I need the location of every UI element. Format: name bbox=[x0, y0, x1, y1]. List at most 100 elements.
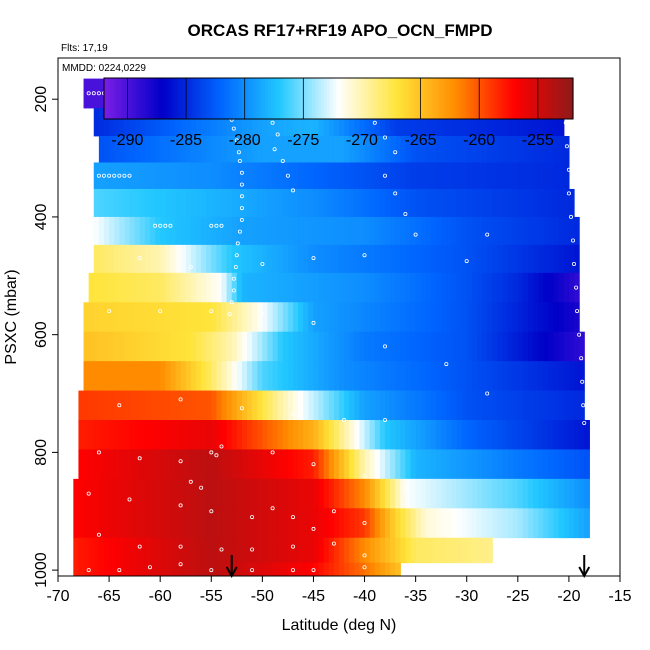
heatmap-cell bbox=[114, 188, 120, 218]
heatmap-cell bbox=[400, 216, 407, 246]
sample-point bbox=[107, 173, 112, 178]
heatmap-cell bbox=[405, 216, 412, 246]
heatmap-cell bbox=[114, 478, 120, 509]
heatmap-cell bbox=[446, 508, 452, 539]
heatmap-cell bbox=[185, 537, 192, 564]
heatmap-cell bbox=[293, 420, 299, 450]
sample-point bbox=[219, 547, 224, 552]
colorbar-segment bbox=[124, 78, 129, 119]
heatmap-cell bbox=[241, 537, 248, 564]
heatmap-cell bbox=[195, 302, 202, 333]
heatmap-cell bbox=[543, 361, 550, 391]
colorbar-tick-label: -255 bbox=[522, 132, 554, 149]
heatmap-cell bbox=[201, 537, 207, 564]
heatmap-cell bbox=[211, 508, 217, 539]
heatmap-cell bbox=[124, 478, 131, 509]
heatmap-cell bbox=[436, 537, 442, 564]
heatmap-cell bbox=[231, 331, 238, 362]
heatmap-cell bbox=[190, 508, 197, 539]
x-tick-label: -55 bbox=[200, 588, 223, 605]
heatmap-cell bbox=[354, 302, 361, 333]
heatmap-cell bbox=[538, 302, 544, 333]
heatmap-cell bbox=[257, 420, 263, 450]
heatmap-cell bbox=[109, 331, 115, 362]
heatmap-cell bbox=[226, 244, 233, 274]
heatmap-cell bbox=[216, 244, 223, 274]
heatmap-cell bbox=[221, 508, 228, 539]
heatmap-cell bbox=[103, 302, 110, 333]
heatmap-cell bbox=[548, 302, 555, 333]
heatmap-cell bbox=[369, 108, 376, 137]
heatmap-cell bbox=[313, 272, 320, 303]
heatmap-cell bbox=[339, 508, 345, 539]
heatmap-cell bbox=[211, 420, 217, 450]
x-tick-label: -25 bbox=[506, 588, 529, 605]
heatmap-cell bbox=[492, 478, 498, 509]
heatmap-cell bbox=[149, 272, 156, 303]
heatmap-cell bbox=[369, 361, 376, 391]
heatmap-cell bbox=[333, 508, 340, 539]
heatmap-cell bbox=[308, 361, 315, 391]
heatmap-cell bbox=[272, 244, 279, 274]
heatmap-cell bbox=[236, 162, 243, 190]
heatmap-cell bbox=[293, 390, 299, 421]
heatmap-cell bbox=[451, 244, 458, 274]
heatmap-cell bbox=[328, 302, 335, 333]
heatmap-cell bbox=[369, 449, 376, 480]
heatmap-cell bbox=[415, 244, 422, 274]
heatmap-cell bbox=[262, 478, 269, 509]
heatmap-cell bbox=[446, 108, 452, 137]
heatmap-cell bbox=[579, 508, 585, 539]
heatmap-cell bbox=[247, 537, 253, 564]
heatmap-cell bbox=[272, 449, 279, 480]
heatmap-cell bbox=[226, 508, 233, 539]
heatmap-cell bbox=[364, 420, 371, 450]
heatmap-cell bbox=[144, 188, 151, 218]
heatmap-cell bbox=[349, 537, 355, 564]
heatmap-cell bbox=[379, 562, 386, 577]
heatmap-cell bbox=[160, 562, 166, 577]
heatmap-cell bbox=[287, 537, 294, 564]
heatmap-cell bbox=[497, 449, 504, 480]
heatmap-cell bbox=[395, 562, 401, 577]
heatmap-cell bbox=[231, 508, 238, 539]
heatmap-cell bbox=[257, 331, 263, 362]
heatmap-cell bbox=[88, 508, 95, 539]
heatmap-cell bbox=[451, 361, 458, 391]
heatmap-cell bbox=[415, 478, 422, 509]
sample-point bbox=[239, 182, 244, 187]
heatmap-cell bbox=[476, 478, 483, 509]
colorbar-tick-label: -290 bbox=[111, 132, 143, 149]
heatmap-cell bbox=[410, 108, 417, 137]
heatmap-cell bbox=[241, 135, 248, 163]
heatmap-cell bbox=[139, 420, 146, 450]
heatmap-cell bbox=[517, 361, 524, 391]
heatmap-cell bbox=[313, 188, 320, 218]
heatmap-cell bbox=[313, 449, 320, 480]
colorbar-segment bbox=[174, 78, 178, 119]
heatmap-cell bbox=[124, 537, 131, 564]
heatmap-cell bbox=[415, 188, 422, 218]
heatmap-cell bbox=[318, 562, 325, 577]
heatmap-cell bbox=[134, 361, 141, 391]
heatmap-cell bbox=[543, 302, 550, 333]
heatmap-cell bbox=[267, 162, 274, 190]
heatmap-cell bbox=[405, 244, 412, 274]
heatmap-cell bbox=[93, 162, 100, 190]
heatmap-cell bbox=[190, 216, 197, 246]
heatmap-cell bbox=[303, 302, 309, 333]
colorbar-tick-label: -265 bbox=[405, 132, 437, 149]
heatmap-cell bbox=[206, 302, 212, 333]
heatmap-cell bbox=[487, 449, 493, 480]
heatmap-cell bbox=[175, 562, 182, 577]
heatmap-cell bbox=[568, 420, 575, 450]
sample-point bbox=[581, 403, 586, 408]
heatmap-cell bbox=[522, 361, 529, 391]
y-tick-label: 600 bbox=[33, 321, 50, 348]
heatmap-cell bbox=[482, 508, 488, 539]
heatmap-cell bbox=[364, 449, 371, 480]
heatmap-cell bbox=[425, 108, 432, 137]
heatmap-cell bbox=[247, 562, 253, 577]
colorbar-segment bbox=[476, 78, 480, 119]
heatmap-cell bbox=[400, 188, 407, 218]
